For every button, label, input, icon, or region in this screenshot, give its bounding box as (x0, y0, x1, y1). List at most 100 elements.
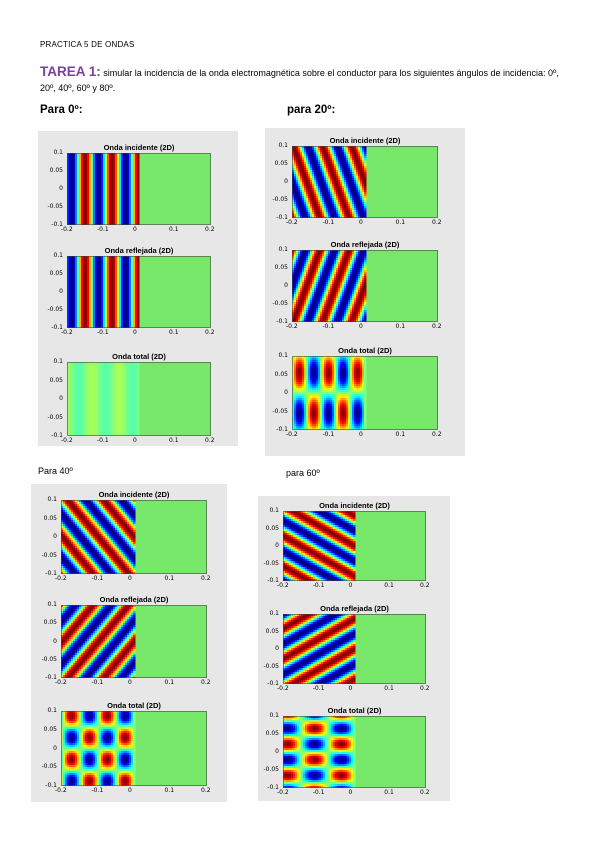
y-tick-label: 0 (275, 748, 279, 755)
x-tick-label: -0.1 (91, 679, 104, 686)
plot-title: Onda incidente (2D) (98, 490, 170, 499)
plot-20-incidente: Onda incidente (2D) 0.1 0.05 0 -0.05 -0.1 -0.2… (272, 136, 441, 226)
x-tick-label: 0.2 (201, 575, 211, 582)
x-tick-label: -0.1 (312, 582, 325, 589)
y-tick-label: -0.05 (47, 203, 63, 210)
section-title-0: Para 0º: (40, 104, 83, 116)
x-tick-label: 0 (348, 582, 353, 589)
plot-20-reflejada: Onda reflejada (2D) 0.1 0.05 0 -0.05 -0.1 -0.2… (272, 240, 441, 330)
plot-title: Onda reflejada (2D) (104, 246, 174, 255)
y-tick-label: 0 (59, 288, 63, 295)
x-tick-label: -0.1 (97, 226, 109, 233)
x-tick-label: -0.2 (277, 582, 289, 589)
y-tick-label: -0.1 (45, 570, 57, 577)
task-tag: TAREA 1: (40, 64, 101, 79)
x-tick-label: -0.1 (312, 789, 325, 796)
y-tick-label: 0.1 (47, 707, 57, 714)
x-tick-label: 0 (133, 437, 137, 444)
y-tick-label: 0.05 (43, 514, 57, 522)
y-tick-label: 0.1 (47, 601, 57, 608)
y-tick-label: 0.05 (274, 264, 288, 271)
wave-field-image (292, 250, 438, 322)
y-tick-label: 0.1 (278, 142, 288, 149)
y-tick-label: -0.05 (47, 413, 63, 421)
x-tick-label: 0.2 (432, 219, 442, 226)
wave-field-image (61, 500, 207, 574)
y-tick-label: -0.1 (267, 784, 279, 791)
x-tick-label: -0.1 (322, 323, 335, 330)
x-tick-label: -0.2 (55, 787, 67, 794)
y-tick-label: 0 (284, 178, 288, 185)
y-tick-label: 0.1 (53, 358, 63, 365)
y-tick-label: 0.05 (43, 619, 57, 627)
y-tick-label: 0 (275, 542, 279, 549)
y-tick-label: 0.05 (265, 627, 279, 635)
y-tick-label: -0.05 (41, 763, 57, 771)
y-tick-label: -0.1 (51, 432, 63, 439)
x-tick-label: -0.2 (277, 685, 289, 692)
x-tick-label: 0 (133, 329, 137, 336)
plot-0-total: Onda total (2D) 0.1 0.05 0 -0.05 -0.1 -0.2 -0.1… (47, 352, 214, 444)
x-tick-label: 0.1 (384, 582, 394, 589)
plot-title: Onda incidente (2D) (103, 143, 175, 152)
y-tick-label: -0.1 (276, 318, 288, 325)
y-tick-label: -0.05 (47, 306, 63, 313)
plot-title: Onda incidente (2D) (319, 501, 390, 510)
y-tick-label: 0.1 (278, 246, 288, 253)
plot-0-incidente: Onda incidente (2D) 0.1 0.05 0 -0.05 -0.1 -0.2… (47, 143, 214, 233)
y-tick-label: -0.05 (41, 551, 57, 559)
y-tick-label: -0.05 (263, 766, 279, 773)
x-tick-label: 0 (133, 226, 137, 233)
y-tick-label: -0.05 (272, 300, 288, 307)
x-tick-label: -0.2 (286, 219, 298, 226)
plot-title: Onda incidente (2D) (329, 136, 401, 145)
y-tick-label: 0.1 (53, 252, 63, 259)
x-tick-label: -0.2 (61, 437, 73, 444)
wave-field-image (67, 362, 211, 436)
x-tick-label: 0.2 (201, 787, 211, 794)
y-tick-label: -0.1 (51, 221, 63, 228)
x-tick-label: -0.1 (322, 219, 335, 226)
y-tick-label: 0.1 (53, 149, 63, 156)
plot-60-incidente: Onda incidente (2D) 0.1 0.05 0 -0.05 -0.1 -0.2… (263, 501, 429, 589)
y-tick-label: -0.05 (263, 559, 279, 567)
y-tick-label: 0 (284, 282, 288, 289)
plot-title: Onda reflejada (2D) (320, 604, 389, 613)
x-tick-label: 0.1 (169, 437, 179, 444)
wave-field-image (61, 605, 207, 678)
wave-field-image (283, 614, 426, 684)
plot-title: Onda total (2D) (327, 706, 382, 715)
plot-60-reflejada: Onda reflejada (2D) 0.1 0.05 0 -0.05 -0.1 -0.2… (263, 604, 429, 692)
x-tick-label: -0.2 (286, 323, 298, 330)
x-tick-label: 0 (128, 679, 132, 686)
wave-field-image (283, 716, 426, 788)
x-tick-label: 0.1 (395, 219, 406, 226)
y-tick-label: -0.1 (276, 426, 288, 433)
y-tick-label: 0.1 (269, 712, 279, 719)
x-tick-label: -0.1 (322, 431, 335, 438)
section-title-20: para 20º: (287, 104, 336, 116)
plot-40-reflejada: Onda reflejada (2D) 0.1 0.05 0 -0.05 -0.1 -0.2… (41, 595, 210, 686)
y-tick-label: 0.05 (265, 524, 279, 532)
plot-title: Onda total (2D) (107, 701, 161, 710)
x-tick-label: 0.1 (169, 226, 179, 233)
plot-40-incidente: Onda incidente (2D) 0.1 0.05 0 -0.05 -0.1 -0.2… (41, 490, 210, 582)
x-tick-label: -0.2 (286, 431, 298, 438)
x-tick-label: 0.1 (395, 431, 406, 438)
y-tick-label: 0.1 (269, 610, 279, 617)
task-paragraph: TAREA 1: simular la incidencia de la ond… (40, 64, 560, 96)
y-tick-label: -0.1 (267, 680, 279, 687)
x-tick-label: 0.1 (384, 789, 394, 796)
plot-title: Onda total (2D) (338, 346, 392, 355)
wave-field-image (67, 153, 211, 225)
x-tick-label: -0.1 (97, 329, 109, 336)
wave-field-image (283, 511, 426, 581)
y-tick-label: 0.05 (43, 725, 57, 733)
x-tick-label: 0.2 (201, 679, 211, 686)
x-tick-label: 0.2 (205, 329, 215, 336)
y-tick-label: 0.1 (47, 496, 57, 503)
y-tick-label: 0.05 (49, 376, 63, 384)
wave-field-image (67, 256, 211, 328)
y-tick-label: 0 (59, 395, 63, 402)
x-tick-label: 0.2 (205, 437, 215, 444)
